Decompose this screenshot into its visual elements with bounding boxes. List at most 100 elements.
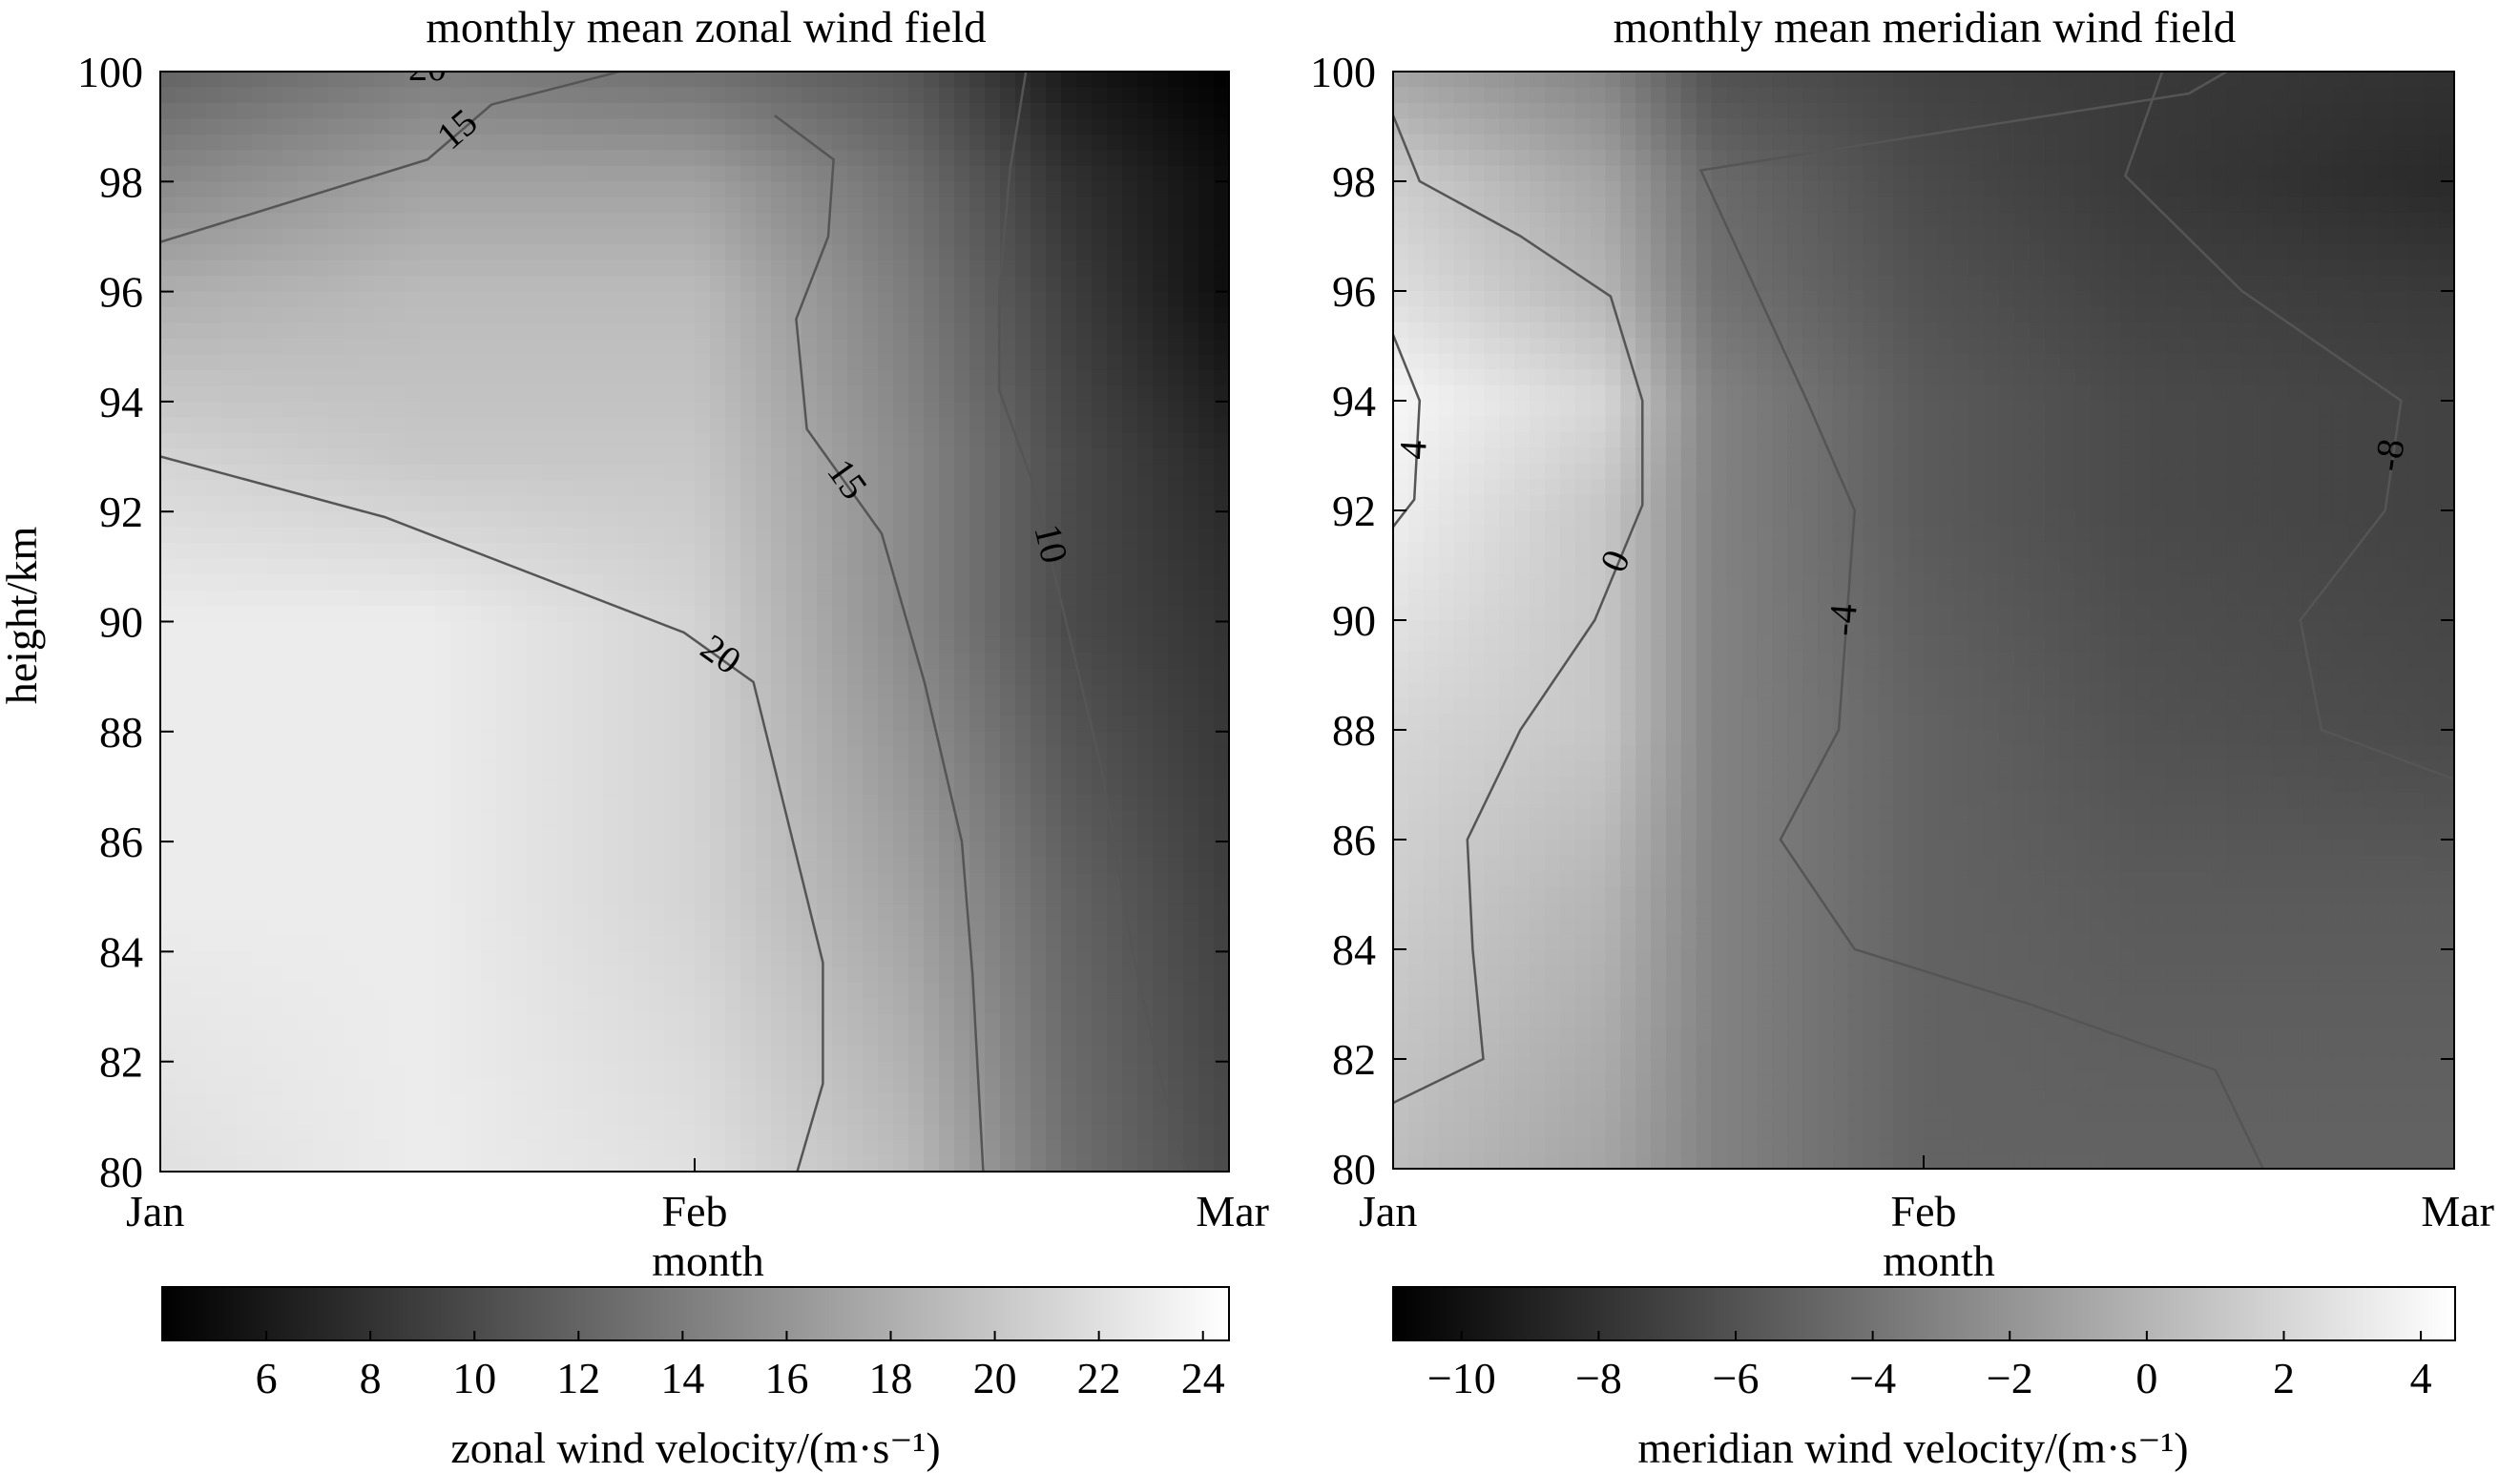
heatmap-cell	[908, 150, 925, 167]
heatmap-cell	[954, 699, 970, 717]
heatmap-cell	[160, 150, 177, 167]
heatmap-cell	[725, 794, 741, 811]
heatmap-cell	[1168, 762, 1184, 780]
heatmap-cell	[878, 339, 894, 356]
heatmap-cell	[1107, 102, 1123, 120]
heatmap-cell	[893, 417, 909, 434]
heatmap-cell	[649, 401, 665, 419]
heatmap-cell	[328, 903, 344, 922]
heatmap-cell	[511, 903, 528, 922]
heatmap-cell	[511, 244, 528, 261]
heatmap-cell	[802, 684, 818, 701]
heatmap-cell	[634, 825, 650, 842]
heatmap-cell	[1122, 1155, 1138, 1173]
heatmap-cell	[221, 480, 238, 497]
heatmap-cell	[237, 339, 253, 356]
heatmap-cell	[771, 574, 787, 592]
heatmap-cell	[298, 1092, 314, 1110]
heatmap-cell	[954, 558, 970, 575]
heatmap-cell	[786, 102, 802, 120]
heatmap-cell	[725, 716, 741, 733]
heatmap-cell	[1092, 102, 1108, 120]
heatmap-cell	[1122, 841, 1138, 859]
heatmap-cell	[405, 181, 421, 198]
heatmap-cell	[542, 1109, 558, 1126]
heatmap-cell	[191, 118, 207, 135]
heatmap-cell	[420, 653, 436, 670]
heatmap-cell	[954, 1140, 970, 1157]
heatmap-cell	[847, 1061, 864, 1078]
heatmap-cell	[344, 448, 360, 466]
heatmap-cell	[695, 1061, 711, 1078]
heatmap-cell	[328, 653, 344, 670]
heatmap-cell	[298, 1155, 314, 1173]
heatmap-cell	[603, 825, 619, 842]
heatmap-cell	[1076, 966, 1093, 985]
heatmap-cell	[1393, 102, 1409, 120]
heatmap-cell	[878, 1124, 894, 1141]
heatmap-cell	[1015, 307, 1031, 324]
heatmap-cell	[496, 260, 512, 277]
heatmap-cell	[1214, 150, 1230, 167]
y-tick-label: 90	[99, 598, 143, 647]
heatmap-cell	[847, 385, 864, 403]
heatmap-cell	[725, 668, 741, 686]
heatmap-cell	[756, 590, 772, 607]
heatmap-cell	[771, 873, 787, 890]
heatmap-cell	[939, 369, 955, 387]
heatmap-cell	[450, 1077, 467, 1094]
heatmap-cell	[786, 369, 802, 387]
heatmap-cell	[527, 102, 543, 120]
heatmap-cell	[634, 307, 650, 324]
heatmap-cell	[1137, 1109, 1154, 1126]
heatmap-cell	[1214, 1109, 1230, 1126]
heatmap-cell	[786, 747, 802, 764]
heatmap-cell	[679, 983, 696, 1000]
heatmap-cell	[1061, 574, 1077, 592]
heatmap-cell	[481, 134, 497, 152]
heatmap-cell	[817, 150, 833, 167]
heatmap-cell	[267, 668, 283, 686]
heatmap-cell	[634, 810, 650, 827]
heatmap-cell	[1076, 699, 1093, 717]
heatmap-cell	[603, 888, 619, 905]
heatmap-cell	[1015, 543, 1031, 560]
heatmap-cell	[1393, 72, 1409, 89]
heatmap-cell	[328, 369, 344, 387]
heatmap-cell	[1000, 339, 1016, 356]
heatmap-cell	[908, 134, 925, 152]
heatmap-cell	[740, 857, 757, 874]
heatmap-cell	[282, 636, 299, 654]
heatmap-cell	[298, 72, 314, 89]
heatmap-cell	[1183, 1092, 1199, 1110]
heatmap-cell	[206, 810, 222, 827]
heatmap-cell	[649, 1029, 665, 1048]
heatmap-cell	[908, 810, 925, 827]
heatmap-cell	[252, 1155, 268, 1173]
heatmap-cell	[863, 857, 879, 874]
heatmap-cell	[679, 731, 696, 749]
heatmap-cell	[481, 322, 497, 340]
heatmap-cell	[344, 590, 360, 607]
heatmap-cell	[634, 276, 650, 293]
heatmap-cell	[328, 480, 344, 497]
heatmap-cell	[450, 1046, 467, 1063]
heatmap-cell	[252, 747, 268, 764]
heatmap-cell	[1031, 841, 1047, 859]
heatmap-cell	[939, 102, 955, 120]
heatmap-cell	[344, 543, 360, 560]
heatmap-cell	[1153, 558, 1169, 575]
heatmap-cell	[527, 244, 543, 261]
heatmap-cell	[1183, 810, 1199, 827]
heatmap-cell	[1000, 621, 1016, 638]
heatmap-cell	[756, 621, 772, 638]
heatmap-cell	[237, 417, 253, 434]
heatmap-cell	[1015, 762, 1031, 780]
heatmap-cell	[1168, 888, 1184, 905]
heatmap-cell	[802, 72, 818, 89]
heatmap-cell	[603, 716, 619, 733]
heatmap-cell	[618, 731, 635, 749]
heatmap-cell	[221, 636, 238, 654]
heatmap-cell	[649, 779, 665, 796]
heatmap-cell	[1061, 480, 1077, 497]
